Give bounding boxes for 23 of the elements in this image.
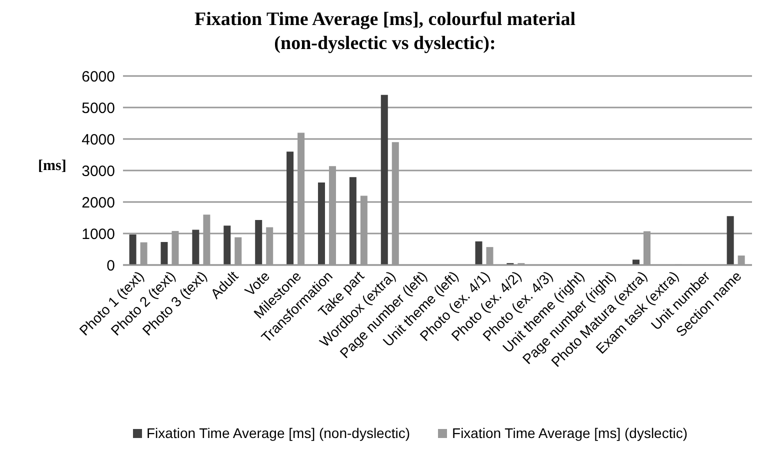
y-tick-label: 4000 <box>82 131 115 148</box>
y-tick-label: 3000 <box>82 162 115 180</box>
y-axis-title: [ms] <box>38 158 66 175</box>
y-tick-label: 0 <box>106 257 115 274</box>
chart-title: Fixation Time Average [ms], colourful material (non-dyslectic vs dyslectic): <box>194 8 576 56</box>
bar <box>475 241 482 265</box>
bar <box>255 220 262 265</box>
y-tick-label: 1000 <box>82 226 115 243</box>
bar <box>380 94 388 265</box>
y-tick-label: 5000 <box>82 100 115 117</box>
bar <box>726 216 734 265</box>
bar <box>192 230 200 265</box>
bar <box>286 152 294 265</box>
bar <box>632 260 640 265</box>
bar <box>349 177 356 265</box>
bar <box>160 242 168 265</box>
bar <box>129 234 136 265</box>
legend-label: Fixation Time Average [ms] (dyslectic) <box>451 425 688 441</box>
y-tick-label: 6000 <box>82 68 115 86</box>
bar <box>318 182 325 265</box>
bar <box>224 226 231 265</box>
y-tick-label: 2000 <box>82 194 115 212</box>
legend-label: Fixation Time Average [ms] (non-dyslectic) <box>146 425 410 441</box>
